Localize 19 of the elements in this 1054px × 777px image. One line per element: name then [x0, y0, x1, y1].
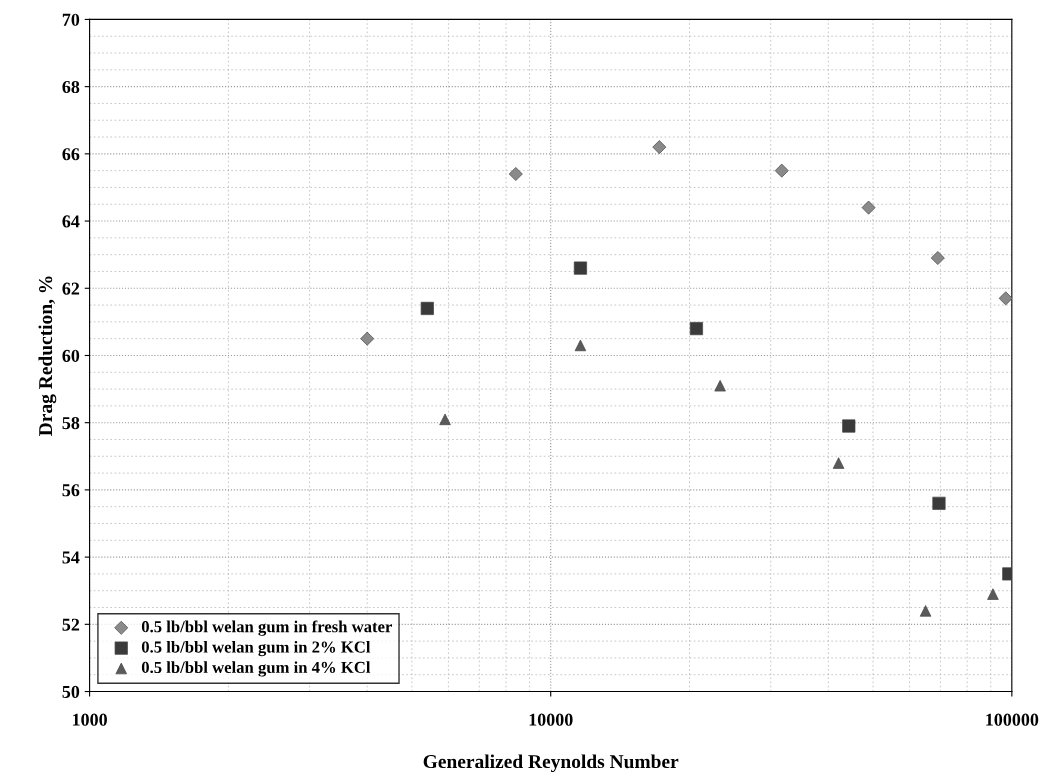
y-tick-label: 56	[62, 484, 80, 497]
y-tick-label: 58	[62, 416, 80, 430]
y-tick-label: 70	[62, 13, 80, 26]
y-tick-label: 68	[62, 80, 80, 94]
y-tick-label: 62	[62, 282, 80, 295]
y-axis-title: Drag Reduction, %	[38, 276, 57, 436]
x-tick-label: 1000	[72, 713, 107, 726]
y-tick-label: 64	[62, 215, 80, 228]
x-tick-label: 10000	[529, 713, 573, 726]
x-tick-label: 100000	[986, 713, 1039, 726]
y-tick-label: 66	[62, 148, 80, 161]
legend-label: 0.5 lb/bbl welan gum in fresh water	[141, 620, 393, 636]
y-tick-label: 52	[62, 618, 80, 631]
x-axis-title: Generalized Reynolds Number	[423, 754, 679, 773]
y-tick-label: 60	[62, 349, 80, 362]
legend-label: 0.5 lb/bbl welan gum in 4% KCl	[141, 661, 371, 677]
y-tick-label: 54	[62, 551, 80, 564]
legend-label: 0.5 lb/bbl welan gum in 2% KCl	[141, 640, 371, 657]
y-tick-label: 50	[62, 685, 80, 698]
